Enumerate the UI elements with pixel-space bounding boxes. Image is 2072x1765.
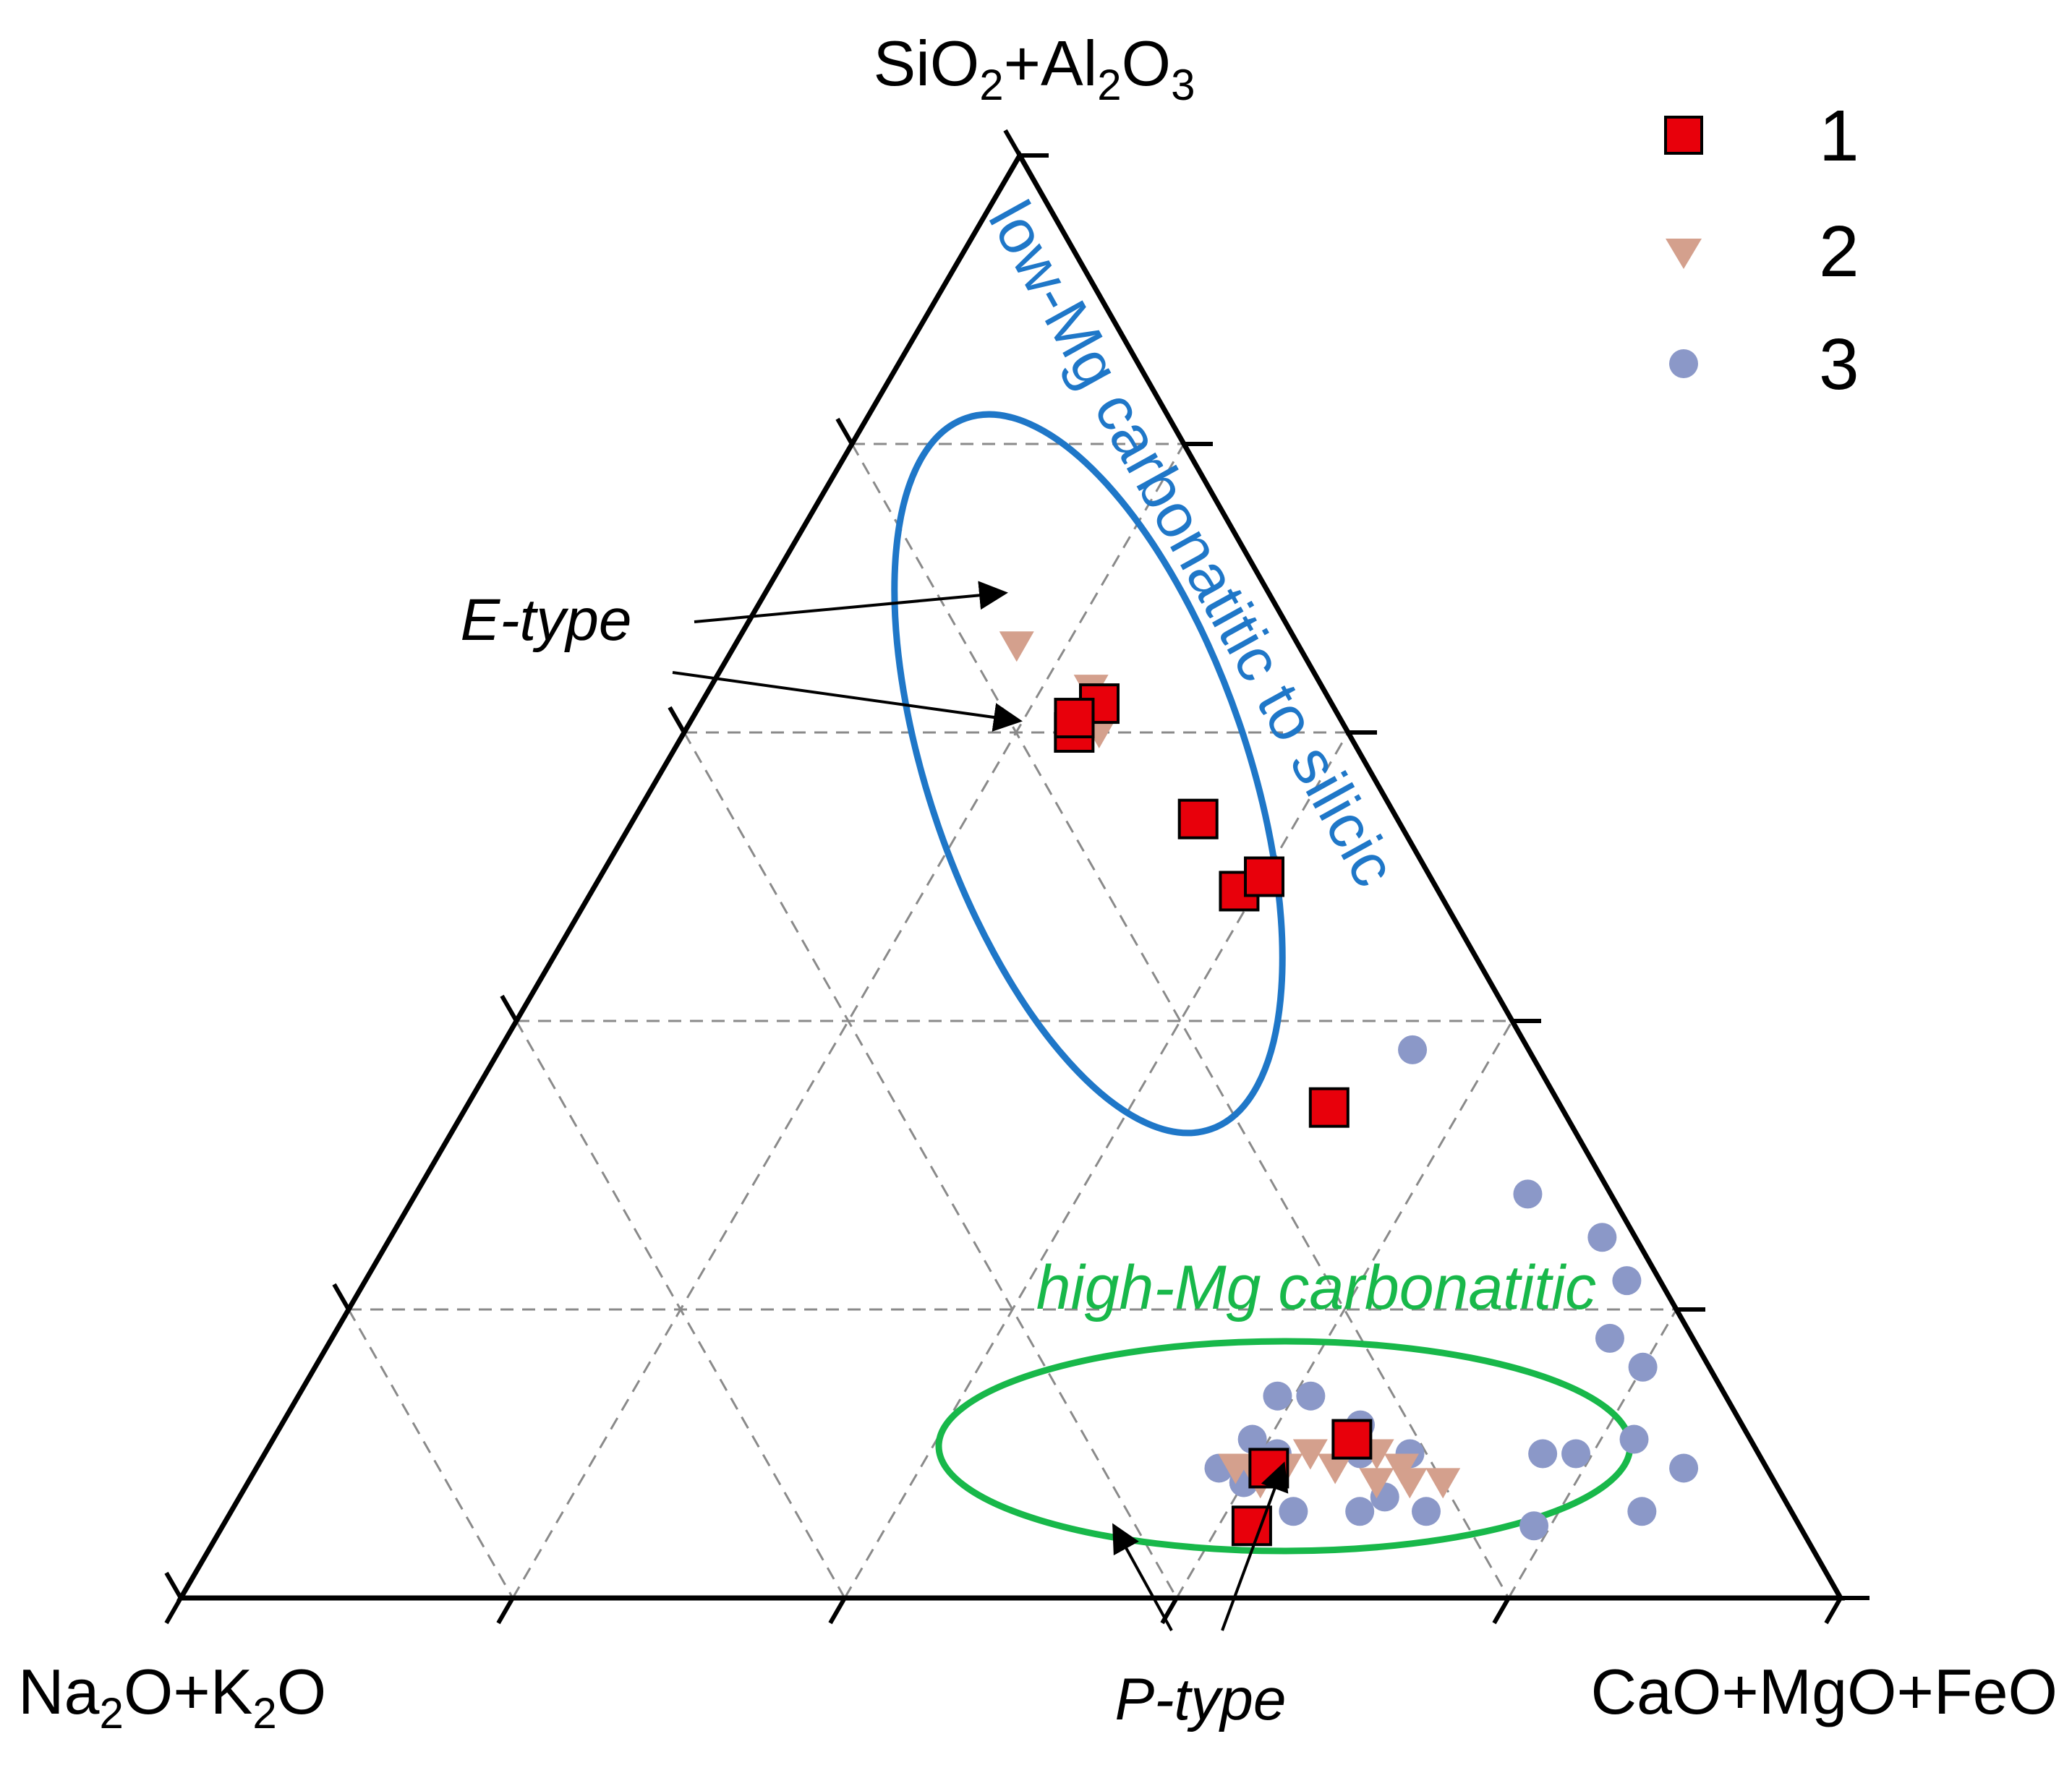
data-points bbox=[999, 631, 1699, 1547]
series-2-point bbox=[1318, 1453, 1353, 1484]
axis-tick bbox=[496, 1597, 515, 1625]
grid-line bbox=[683, 732, 1178, 1599]
axis-tick bbox=[828, 1597, 847, 1625]
series-2-point bbox=[1292, 1439, 1328, 1470]
p-type-arrow-left bbox=[1112, 1523, 1173, 1631]
grid-line bbox=[347, 1309, 514, 1599]
axis-tick bbox=[1003, 129, 1022, 157]
series-1-point bbox=[1331, 1419, 1373, 1460]
series-1-point bbox=[1308, 1087, 1350, 1128]
series-3-point bbox=[1519, 1511, 1549, 1541]
series-3-point bbox=[1619, 1424, 1649, 1454]
legend-label-2: 2 bbox=[1819, 211, 1859, 292]
field-label-high-mg: high-Mg carbonatitic bbox=[1036, 1253, 1596, 1322]
axis-tick bbox=[1492, 1597, 1511, 1625]
series-2-point bbox=[1359, 1468, 1394, 1499]
series-3-point bbox=[1263, 1381, 1292, 1411]
series-3-point bbox=[1398, 1035, 1428, 1064]
series-3-point bbox=[1612, 1266, 1642, 1296]
grid-line bbox=[850, 443, 1510, 1599]
series-2-point bbox=[999, 631, 1034, 662]
series-3-point bbox=[1595, 1323, 1624, 1353]
series-3-point bbox=[1296, 1381, 1326, 1411]
series-3-point bbox=[1669, 1453, 1699, 1483]
triangle-frame bbox=[176, 150, 1846, 1601]
grid-line bbox=[511, 443, 1185, 1599]
axis-tick bbox=[332, 1283, 351, 1311]
annotation-e-type: E-type bbox=[461, 587, 632, 653]
series-3-point bbox=[1279, 1497, 1308, 1526]
series-3-point bbox=[1587, 1223, 1617, 1252]
series-2-point bbox=[1392, 1468, 1428, 1499]
series-3-point bbox=[1627, 1497, 1657, 1526]
triangle-outline bbox=[176, 150, 1846, 1601]
series-3-point bbox=[1561, 1439, 1591, 1469]
axis-tick bbox=[500, 994, 519, 1022]
series-1-point bbox=[1244, 856, 1284, 897]
legend-label-3: 3 bbox=[1819, 324, 1859, 405]
axis-tick bbox=[164, 1597, 183, 1625]
annotation-arrows bbox=[672, 581, 1289, 1631]
series-1-point bbox=[1054, 698, 1095, 739]
legend-marker-3 bbox=[1669, 349, 1698, 378]
axis-tick bbox=[668, 706, 686, 734]
grid-lines bbox=[347, 443, 1678, 1599]
series-3-point bbox=[1412, 1497, 1441, 1526]
axis-ticks bbox=[164, 129, 1870, 1625]
series-1-point bbox=[1177, 798, 1219, 839]
series-3-point bbox=[1237, 1424, 1267, 1454]
series-3-point bbox=[1528, 1439, 1558, 1469]
annotation-p-type: P-type bbox=[1115, 1667, 1287, 1732]
grid-line bbox=[1507, 1309, 1678, 1599]
legend-marker-2 bbox=[1666, 239, 1702, 269]
axis-tick bbox=[835, 417, 854, 445]
e-type-arrow-upper bbox=[694, 581, 1008, 623]
axis-tick bbox=[164, 1571, 183, 1599]
apex-label-top: SiO2+Al2O3 bbox=[874, 27, 1195, 109]
apex-label-left: Na2O+K2O bbox=[18, 1656, 326, 1738]
apex-label-right: CaO+MgO+FeO bbox=[1590, 1656, 2058, 1727]
low-mg-field-ellipse bbox=[891, 411, 1286, 1137]
e-type-arrow-lower bbox=[672, 671, 1023, 732]
legend-label-1: 1 bbox=[1819, 95, 1859, 176]
field-label-low-mg: low-Mg carbonatitic to silicic bbox=[975, 190, 1410, 898]
series-3-point bbox=[1345, 1497, 1375, 1526]
legend: 1 2 3 bbox=[1664, 95, 1859, 405]
grid-line bbox=[515, 1020, 846, 1599]
legend-marker-1 bbox=[1664, 116, 1703, 155]
grid-line bbox=[1175, 1020, 1514, 1599]
series-3-point bbox=[1628, 1352, 1658, 1382]
p-type-arrow-right bbox=[1221, 1461, 1289, 1631]
series-2-point bbox=[1425, 1468, 1461, 1499]
axis-tick bbox=[1824, 1597, 1843, 1625]
series-3-point bbox=[1513, 1179, 1543, 1209]
